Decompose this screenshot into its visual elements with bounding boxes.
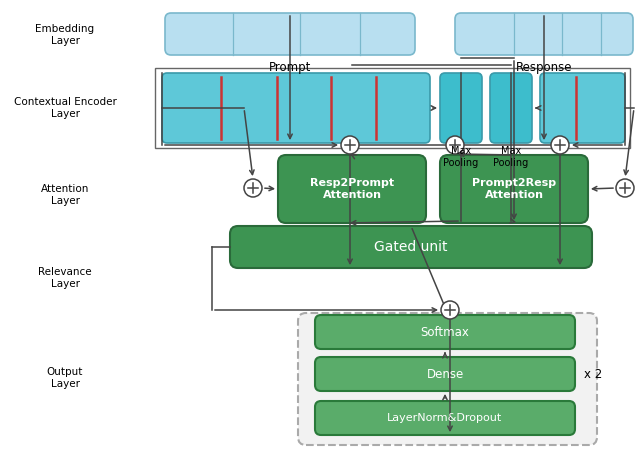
FancyBboxPatch shape: [455, 13, 633, 55]
Text: LayerNorm&Dropout: LayerNorm&Dropout: [387, 413, 502, 423]
Bar: [155, 68, 630, 148]
FancyBboxPatch shape: [165, 13, 415, 55]
Text: Response: Response: [516, 62, 572, 74]
Circle shape: [446, 136, 464, 154]
FancyBboxPatch shape: [540, 73, 625, 143]
FancyBboxPatch shape: [315, 315, 575, 349]
Text: Max
Pooling: Max Pooling: [444, 146, 479, 168]
FancyBboxPatch shape: [298, 313, 597, 445]
Circle shape: [341, 136, 359, 154]
Circle shape: [441, 301, 459, 319]
Text: Contextual Encoder
Layer: Contextual Encoder Layer: [13, 97, 116, 119]
Text: x 2: x 2: [584, 367, 602, 381]
FancyBboxPatch shape: [490, 73, 532, 143]
FancyBboxPatch shape: [315, 357, 575, 391]
FancyBboxPatch shape: [440, 73, 482, 143]
Text: Dense: Dense: [426, 367, 463, 381]
FancyBboxPatch shape: [230, 226, 592, 268]
Text: Embedding
Layer: Embedding Layer: [35, 24, 95, 46]
Text: Resp2Prompt
Attention: Resp2Prompt Attention: [310, 178, 394, 200]
FancyBboxPatch shape: [440, 155, 588, 223]
FancyBboxPatch shape: [315, 401, 575, 435]
Circle shape: [551, 136, 569, 154]
FancyBboxPatch shape: [162, 73, 430, 143]
Text: Output
Layer: Output Layer: [47, 367, 83, 389]
Text: Relevance
Layer: Relevance Layer: [38, 267, 92, 289]
Text: Prompt: Prompt: [269, 62, 311, 74]
Text: Max
Pooling: Max Pooling: [493, 146, 529, 168]
Text: Gated unit: Gated unit: [374, 240, 448, 254]
Text: Softmax: Softmax: [420, 326, 469, 338]
Text: Attention
Layer: Attention Layer: [41, 184, 89, 206]
FancyBboxPatch shape: [278, 155, 426, 223]
Circle shape: [244, 179, 262, 197]
Circle shape: [616, 179, 634, 197]
Text: Prompt2Resp
Attention: Prompt2Resp Attention: [472, 178, 556, 200]
